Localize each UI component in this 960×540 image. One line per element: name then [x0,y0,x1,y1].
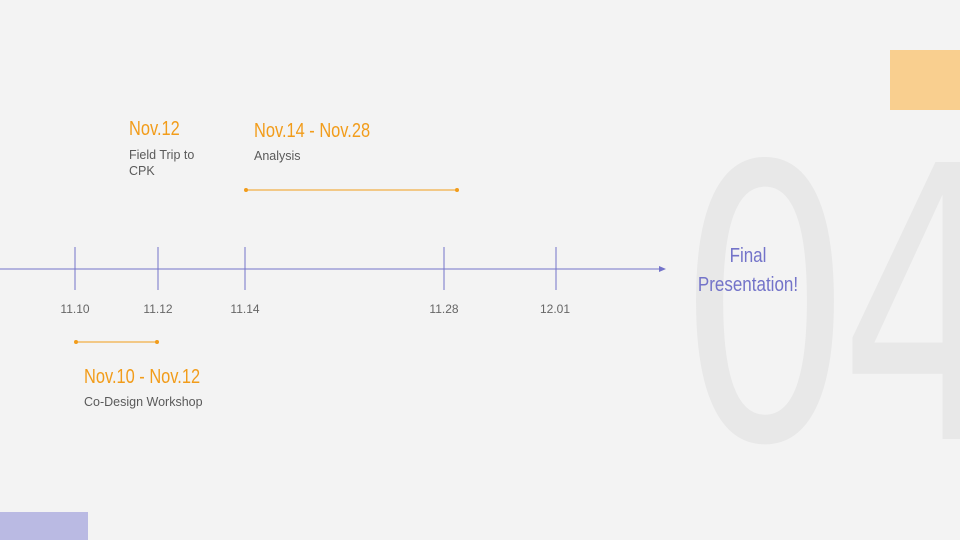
slide-number-watermark: 04 [678,86,960,529]
final-presentation-label: Final Presentation! [697,245,799,296]
tick-label-11-10: 11.10 [60,302,90,316]
purple-accent-square [0,512,88,540]
span-workshop [74,340,159,344]
event-desc-analysis: Analysis [254,149,301,163]
tick-label-11-12: 11.12 [143,302,173,316]
orange-accent-square [890,50,960,110]
tick-label-11-14: 11.14 [230,302,260,316]
tick-label-11-28: 11.28 [429,302,459,316]
event-title-field-trip: Nov.12 [129,118,180,140]
event-desc-workshop: Co-Design Workshop [84,395,203,409]
event-title-analysis: Nov.14 - Nov.28 [254,120,371,142]
event-title-workshop: Nov.10 - Nov.12 [84,366,201,388]
tick-label-12-01: 12.01 [539,302,571,316]
timeline-arrowhead [659,266,666,272]
event-desc-field-trip: Field Trip to CPK [129,148,195,178]
span-analysis [244,188,459,192]
